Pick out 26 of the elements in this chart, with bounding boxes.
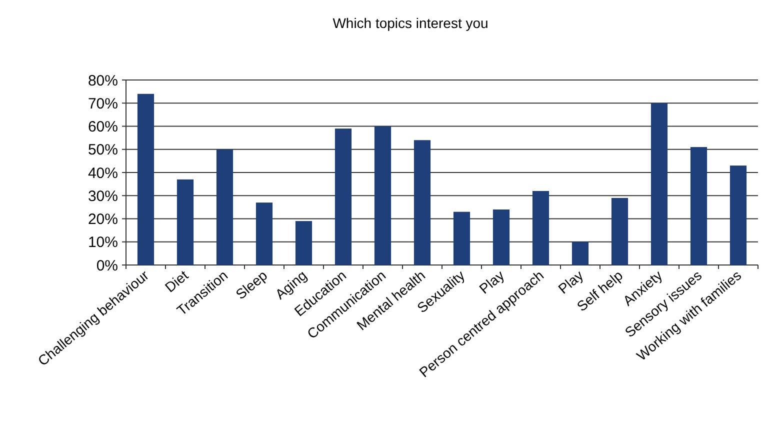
bar: [572, 242, 589, 265]
y-tick-label: 40%: [88, 164, 118, 182]
bar: [730, 166, 747, 265]
bar: [532, 191, 550, 265]
bar: [176, 179, 194, 265]
y-tick-label: 0%: [96, 257, 118, 274]
y-tick-label: 50%: [88, 142, 118, 159]
y-tick-label: 30%: [88, 188, 118, 205]
y-tick-label: 20%: [88, 211, 118, 228]
bar: [334, 128, 352, 265]
y-tick-label: 80%: [88, 72, 118, 90]
bar: [414, 140, 431, 265]
bar: [216, 149, 234, 265]
bar: [374, 126, 392, 265]
y-tick-label: 10%: [88, 234, 118, 252]
bar: [453, 212, 470, 265]
bar: [137, 94, 154, 265]
y-tick-label: 70%: [88, 95, 118, 112]
bar: [256, 202, 273, 265]
bar: [650, 103, 668, 265]
bar: [492, 210, 510, 265]
bar: [690, 147, 708, 265]
y-tick-label: 60%: [88, 118, 118, 136]
bar: [611, 198, 628, 265]
chart-title: Which topics interest you: [332, 15, 488, 31]
bar: [295, 221, 312, 265]
